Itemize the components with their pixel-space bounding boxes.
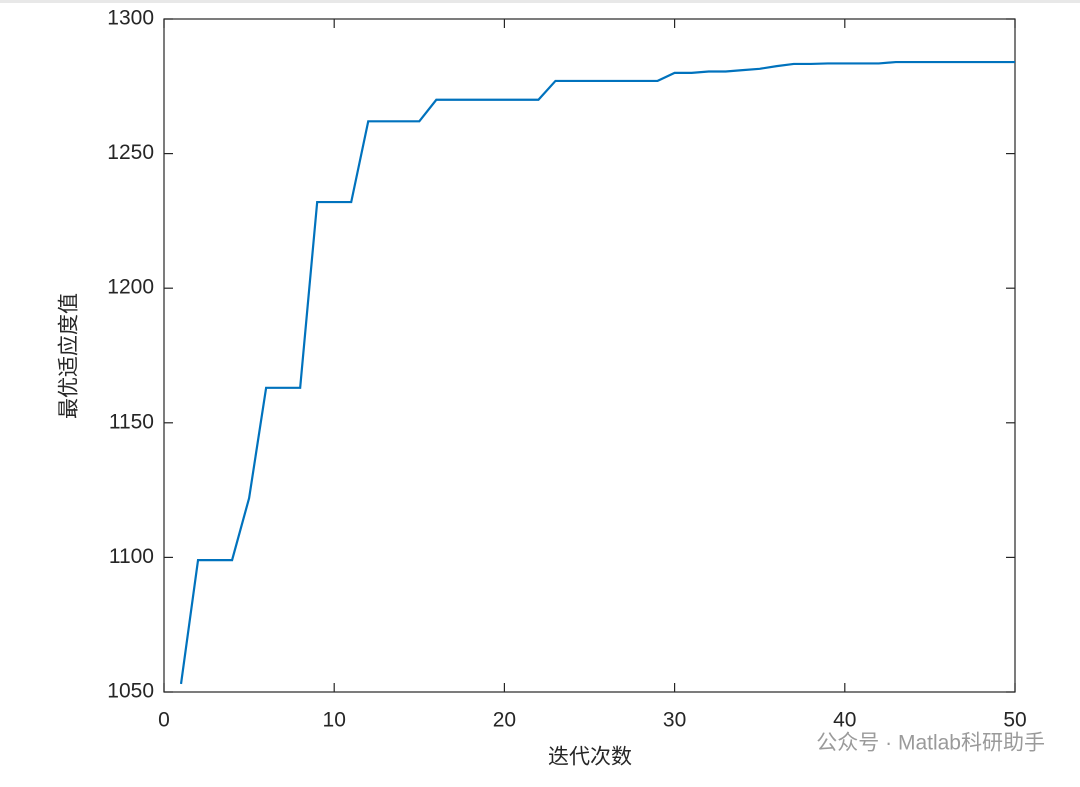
watermark: 公众号 · Matlab科研助手 bbox=[816, 732, 1045, 755]
x-tick-label: 10 bbox=[323, 709, 346, 732]
y-tick-label: 1050 bbox=[107, 680, 154, 703]
x-axis-label: 迭代次数 bbox=[548, 746, 632, 769]
x-tick-label: 20 bbox=[493, 709, 516, 732]
y-tick-label: 1150 bbox=[109, 410, 154, 433]
x-tick-label: 0 bbox=[158, 709, 170, 732]
data-line bbox=[179, 60, 1015, 685]
y-tick-label: 1250 bbox=[107, 141, 154, 164]
x-tick-label: 40 bbox=[833, 709, 856, 732]
y-tick-label: 1200 bbox=[107, 276, 154, 299]
y-axis-label: 最优适应度值 bbox=[58, 293, 81, 419]
plot-area bbox=[163, 18, 1016, 693]
top-border bbox=[0, 0, 1080, 3]
y-tick-label: 1300 bbox=[107, 7, 154, 30]
x-tick-label: 30 bbox=[663, 709, 686, 732]
y-tick-label: 1100 bbox=[109, 545, 154, 568]
x-tick-label: 50 bbox=[1003, 709, 1026, 732]
